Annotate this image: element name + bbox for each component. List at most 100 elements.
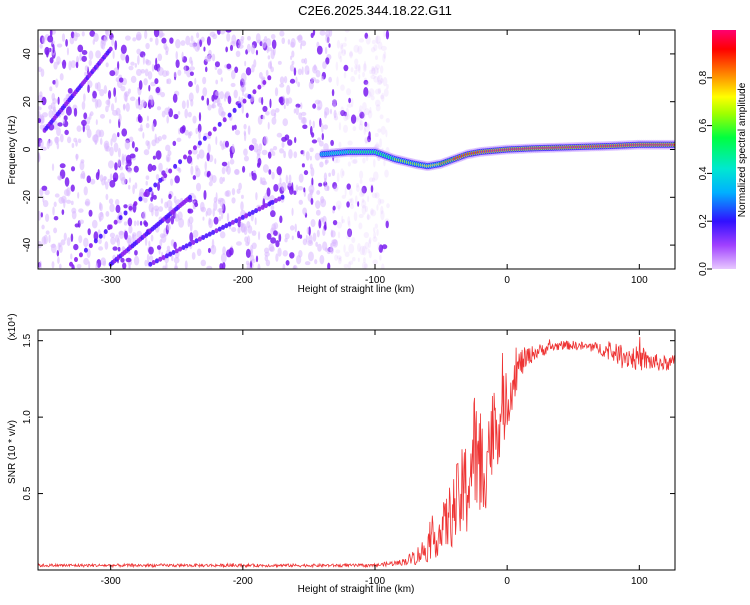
noise-speckle: [352, 126, 357, 132]
trace-point: [181, 244, 186, 250]
noise-speckle: [255, 192, 258, 201]
noise-speckle: [359, 111, 365, 119]
noise-speckle: [119, 172, 125, 182]
noise-speckle: [211, 53, 216, 62]
noise-speckle: [281, 181, 287, 192]
noise-speckle: [120, 44, 127, 54]
noise-speckle: [132, 234, 135, 244]
noise-speckle: [50, 102, 56, 110]
noise-speckle: [373, 44, 378, 52]
noise-speckle: [161, 134, 167, 140]
noise-speckle: [229, 44, 234, 51]
noise-speckle: [146, 115, 150, 122]
noise-speckle: [227, 95, 232, 105]
noise-speckle: [206, 97, 210, 106]
noise-speckle: [88, 59, 92, 66]
noise-speckle: [353, 211, 358, 222]
noise-speckle: [62, 59, 67, 70]
trace-point: [267, 75, 272, 81]
trace-point: [154, 258, 159, 264]
noise-speckle: [273, 184, 279, 192]
noise-speckle: [51, 163, 55, 171]
noise-speckle: [190, 60, 194, 67]
noise-speckle: [147, 140, 151, 150]
noise-speckle: [57, 122, 63, 127]
noise-speckle: [83, 186, 88, 196]
noise-speckle: [81, 49, 88, 55]
noise-speckle: [371, 67, 376, 75]
noise-speckle: [270, 66, 274, 73]
noise-speckle: [231, 143, 235, 154]
noise-speckle: [136, 31, 142, 41]
noise-speckle: [385, 118, 390, 123]
noise-speckle: [86, 116, 91, 125]
noise-speckle: [201, 95, 205, 101]
noise-speckle: [102, 260, 107, 267]
noise-speckle: [363, 231, 370, 239]
trace-point: [69, 261, 74, 267]
noise-speckle: [66, 237, 71, 247]
noise-speckle: [247, 35, 251, 41]
spectrogram-x-label: Height of straight line (km): [298, 284, 415, 295]
noise-speckle: [219, 176, 224, 185]
noise-speckle: [256, 149, 261, 156]
trace-point: [108, 224, 113, 230]
noise-speckle: [343, 111, 347, 117]
noise-speckle: [130, 61, 135, 66]
noise-speckle: [119, 166, 123, 171]
noise-speckle: [107, 98, 111, 108]
noise-speckle: [108, 160, 114, 169]
noise-speckle: [386, 203, 390, 209]
noise-speckle: [163, 43, 168, 50]
noise-speckle: [61, 209, 65, 215]
noise-speckle: [324, 107, 330, 116]
noise-speckle: [281, 136, 287, 142]
noise-speckle: [189, 222, 193, 232]
noise-speckle: [370, 208, 374, 216]
noise-speckle: [343, 49, 346, 55]
noise-speckle: [272, 145, 278, 151]
noise-speckle: [39, 124, 45, 130]
noise-speckle: [133, 255, 140, 266]
noise-speckle: [169, 178, 174, 186]
noise-speckle: [153, 30, 160, 38]
noise-speckle: [225, 30, 232, 33]
noise-speckle: [363, 263, 369, 269]
trace-point: [252, 89, 257, 95]
noise-speckle: [380, 210, 385, 221]
noise-speckle: [140, 69, 146, 74]
noise-speckle: [331, 89, 335, 97]
noise-speckle: [63, 115, 68, 121]
noise-speckle: [257, 231, 261, 241]
noise-speckle: [195, 84, 200, 94]
noise-speckle: [57, 175, 62, 181]
noise-speckle: [152, 194, 157, 200]
noise-speckle: [124, 230, 128, 240]
noise-speckle: [54, 136, 60, 144]
noise-speckle: [144, 68, 149, 77]
noise-speckle: [296, 35, 303, 41]
noise-speckle: [192, 40, 196, 49]
trace-point: [232, 107, 237, 113]
noise-speckle: [65, 39, 68, 47]
noise-speckle: [165, 167, 169, 174]
noise-speckle: [160, 91, 166, 98]
trace-point: [273, 198, 278, 204]
noise-speckle: [356, 243, 361, 252]
noise-speckle: [316, 45, 323, 55]
noise-speckle: [57, 256, 60, 264]
noise-speckle: [370, 95, 375, 101]
noise-speckle: [360, 186, 366, 196]
trace-point: [171, 250, 176, 256]
noise-speckle: [83, 93, 86, 102]
noise-speckle: [277, 182, 283, 188]
noise-speckle: [359, 170, 364, 180]
noise-speckle: [359, 118, 362, 126]
noise-speckle: [118, 113, 122, 123]
noise-speckle: [268, 243, 274, 252]
noise-speckle: [184, 64, 187, 75]
noise-speckle: [269, 98, 272, 109]
noise-speckle: [261, 180, 268, 186]
noise-speckle: [316, 106, 321, 111]
noise-speckle: [138, 127, 143, 132]
